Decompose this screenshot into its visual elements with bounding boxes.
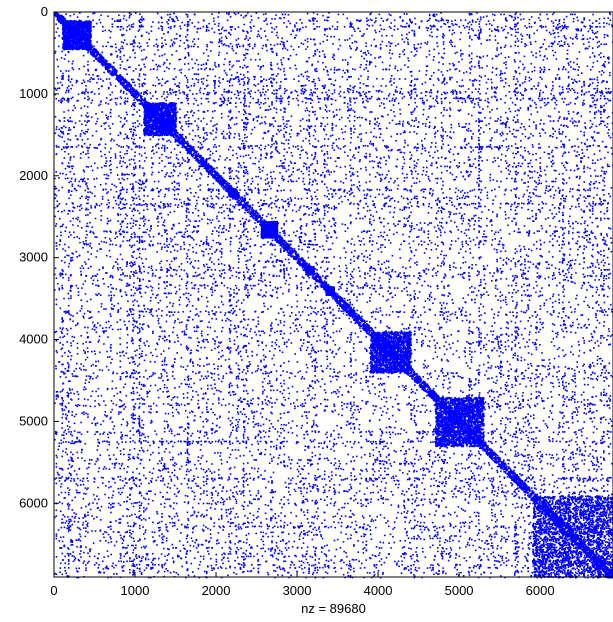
nonzero-mark bbox=[525, 483, 527, 485]
nonzero-mark bbox=[249, 213, 251, 215]
nonzero-mark bbox=[523, 491, 525, 493]
nonzero-mark bbox=[531, 493, 533, 495]
nonzero-mark bbox=[211, 171, 213, 173]
nonzero-mark bbox=[417, 378, 419, 380]
nonzero-mark bbox=[414, 371, 416, 373]
nonzero-mark bbox=[419, 381, 421, 383]
nonzero-mark bbox=[522, 480, 524, 482]
nonzero-mark bbox=[117, 76, 119, 78]
nonzero-mark bbox=[179, 134, 181, 136]
nonzero-mark bbox=[520, 488, 522, 490]
nonzero-mark bbox=[416, 373, 418, 375]
nonzero-mark bbox=[526, 486, 528, 488]
nonzero-mark bbox=[353, 319, 355, 321]
nonzero-mark bbox=[435, 393, 437, 395]
nonzero-mark bbox=[292, 252, 294, 254]
nonzero-mark bbox=[530, 494, 532, 496]
nonzero-mark bbox=[221, 186, 223, 188]
nonzero-mark bbox=[412, 378, 414, 380]
nonzero-mark bbox=[175, 138, 177, 140]
nonzero-mark bbox=[115, 78, 117, 80]
nonzero-mark bbox=[528, 486, 530, 488]
nonzero-mark bbox=[211, 169, 213, 171]
nonzero-mark bbox=[428, 395, 430, 397]
nonzero-mark bbox=[427, 385, 429, 387]
nonzero-mark bbox=[363, 325, 365, 327]
nonzero-mark bbox=[218, 173, 220, 175]
nonzero-mark bbox=[350, 307, 352, 309]
nonzero-mark bbox=[517, 485, 519, 487]
nonzero-mark bbox=[523, 489, 525, 491]
nonzero-mark bbox=[120, 74, 122, 76]
nonzero-mark bbox=[198, 153, 200, 155]
nonzero-mark bbox=[354, 313, 356, 315]
nonzero-mark bbox=[193, 157, 195, 159]
nonzero-mark bbox=[197, 154, 199, 156]
nonzero-mark bbox=[347, 310, 349, 312]
nonzero-mark bbox=[352, 315, 354, 317]
nonzero-mark bbox=[238, 195, 240, 197]
nonzero-mark bbox=[185, 142, 187, 144]
nonzero-mark bbox=[503, 469, 505, 471]
nonzero-mark bbox=[346, 312, 348, 314]
nonzero-mark bbox=[210, 171, 212, 173]
nonzero-mark bbox=[117, 79, 119, 81]
nonzero-mark bbox=[365, 328, 367, 330]
nonzero-mark bbox=[195, 156, 197, 158]
nonzero-mark bbox=[187, 143, 189, 145]
nonzero-mark bbox=[503, 461, 505, 463]
nonzero-mark bbox=[226, 181, 228, 183]
nonzero-mark bbox=[427, 389, 429, 391]
nonzero-mark bbox=[503, 471, 505, 473]
nonzero-mark bbox=[183, 144, 185, 146]
nonzero-mark bbox=[343, 304, 345, 306]
nonzero-mark bbox=[506, 466, 508, 468]
nonzero-mark bbox=[183, 146, 185, 148]
nonzero-mark bbox=[491, 453, 493, 455]
nonzero-mark bbox=[251, 211, 253, 213]
nonzero-mark bbox=[120, 76, 122, 78]
nonzero-mark bbox=[323, 286, 325, 288]
nonzero-mark bbox=[256, 215, 258, 217]
nonzero-pattern bbox=[54, 12, 613, 579]
nonzero-mark bbox=[498, 462, 500, 464]
nonzero-mark bbox=[214, 178, 216, 180]
nonzero-mark bbox=[125, 85, 127, 87]
nonzero-mark bbox=[253, 209, 255, 211]
nonzero-mark bbox=[349, 308, 351, 310]
nonzero-mark bbox=[358, 315, 360, 317]
nonzero-mark bbox=[508, 466, 510, 468]
nonzero-mark bbox=[423, 389, 425, 391]
nonzero-mark bbox=[498, 466, 500, 468]
nonzero-mark bbox=[326, 283, 328, 285]
nonzero-mark bbox=[409, 375, 411, 377]
nonzero-mark bbox=[88, 50, 90, 52]
nonzero-mark bbox=[540, 503, 542, 505]
nonzero-mark bbox=[431, 397, 433, 399]
